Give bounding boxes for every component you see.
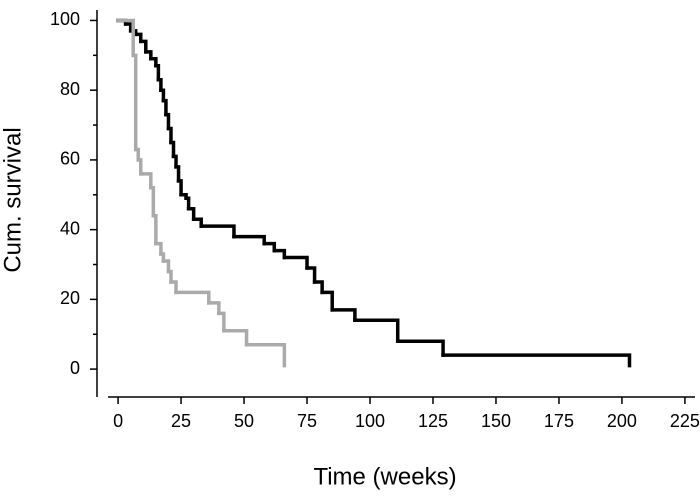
y-axis-title: Cum. survival [0,127,26,272]
survival-step [244,342,287,368]
survival-step [262,241,277,253]
survival-step [169,140,176,159]
survival-step [232,234,266,246]
y-tick-label: 60 [60,149,80,169]
y-tick-label: 100 [50,9,80,29]
survival-step [191,217,203,228]
x-tick-label: 150 [481,411,511,431]
survival-step [164,112,171,131]
survival-step [353,318,400,343]
survival-step [154,241,163,256]
survival-step [176,179,183,197]
survival-step [174,290,211,305]
y-tick-label: 80 [60,79,80,99]
survival-step [166,126,173,145]
x-tick-label: 0 [113,411,123,431]
survival-step [305,266,317,284]
survival-step [207,301,221,316]
survival-step [174,165,181,183]
survival-step [441,353,632,368]
survival-step [139,39,148,54]
y-tick-label: 20 [60,288,80,308]
survival-step [133,32,143,44]
y-tick-label: 0 [70,358,80,378]
survival-step [131,53,138,152]
x-tick-label: 200 [607,411,637,431]
survival-step [282,255,309,270]
survival-step [171,154,178,169]
x-axis-title: Time (weeks) [313,463,456,490]
survival-step [133,147,140,162]
survival-step [184,196,191,211]
survival-step [151,213,158,246]
x-tick-label: 175 [544,411,574,431]
survival-step [217,311,226,333]
survival-step [312,280,324,295]
survival-step [395,339,445,357]
survival-step [320,290,334,312]
survival-step [156,77,163,92]
survival-step [330,308,357,323]
survival-step [169,280,178,295]
survival-step [199,224,236,239]
x-tick-label: 50 [234,411,254,431]
survival-step [149,57,158,68]
survival-step [272,248,287,260]
survival-step [222,329,249,347]
survival-step [159,252,166,263]
x-tick-label: 25 [171,411,191,431]
survival-step [144,50,153,61]
survival-step [161,259,171,274]
survival-step [123,22,133,33]
survival-step [186,206,196,221]
survival-step [154,64,161,82]
x-tick-label: 125 [418,411,448,431]
survival-step [139,172,153,190]
survival-step [159,88,166,103]
survival-step [149,186,156,218]
survival-step [116,18,135,58]
survival-step [166,269,173,284]
survival-step [161,98,168,117]
survival-step [136,158,143,176]
x-tick-label: 100 [355,411,385,431]
x-tick-label: 75 [297,411,317,431]
x-tick-label: 225 [670,411,700,431]
y-tick-label: 40 [60,218,80,238]
